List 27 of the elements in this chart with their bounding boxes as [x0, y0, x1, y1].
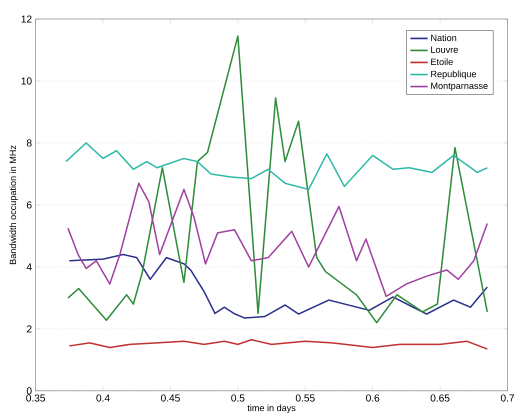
y-tick-label: 6 [26, 201, 32, 208]
x-tick-label: 0.7 [500, 394, 514, 402]
line-series [65, 142, 488, 190]
x-tick-label: 0.5 [231, 394, 244, 402]
x-tick-label: 0.4 [96, 394, 110, 402]
y-axis-title: Bandwidth occupation in MHz [9, 145, 18, 264]
y-tick-label: 4 [26, 263, 32, 270]
x-axis-title: time in days [247, 404, 296, 413]
y-tick-label: 8 [26, 139, 32, 146]
legend-label: Nation [431, 34, 456, 41]
x-tick-label: 0.6 [366, 394, 380, 402]
legend-label: Louvre [431, 46, 458, 53]
legend-label: Republique [431, 70, 476, 79]
y-tick-label: 2 [26, 325, 32, 332]
line-series [68, 254, 488, 319]
x-tick-label: 0.45 [161, 394, 180, 402]
line-series [67, 35, 488, 324]
x-tick-label: 0.35 [26, 394, 46, 402]
line-series [67, 182, 488, 297]
y-tick-label: 10 [22, 77, 32, 84]
x-tick-label: 0.55 [296, 394, 315, 402]
y-tick-label: 0 [26, 387, 32, 394]
legend-label: Etoile [431, 58, 453, 65]
line-series [68, 338, 488, 350]
y-tick-label: 12 [22, 15, 32, 22]
x-tick-label: 0.65 [430, 394, 450, 402]
legend-label: Montparnasse [431, 82, 488, 91]
